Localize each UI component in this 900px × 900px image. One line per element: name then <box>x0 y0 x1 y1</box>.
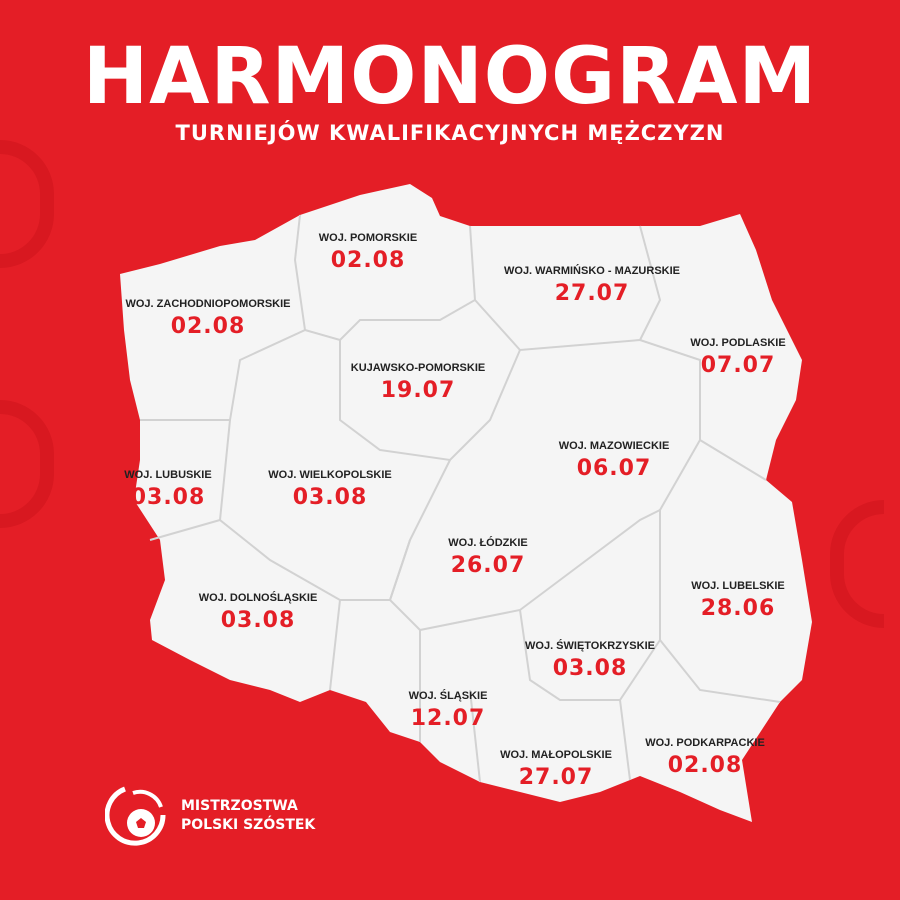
region-podlaskie: WOJ. PODLASKIE 07.07 <box>690 337 785 378</box>
region-name: WOJ. PODLASKIE <box>690 337 786 349</box>
region-date: 28.06 <box>700 596 776 621</box>
region-date: 06.07 <box>576 456 652 481</box>
region-warminsko-mazurskie: WOJ. WARMIŃSKO - MAZURSKIE 27.07 <box>504 265 680 306</box>
region-name: WOJ. WARMIŃSKO - MAZURSKIE <box>504 265 680 277</box>
region-date: 07.07 <box>700 353 776 378</box>
region-lodzkie: WOJ. ŁÓDZKIE 26.07 <box>448 537 527 578</box>
region-date: 02.08 <box>667 753 743 778</box>
region-date: 03.08 <box>130 485 206 510</box>
region-mazowieckie: WOJ. MAZOWIECKIE 06.07 <box>559 440 670 481</box>
region-name: WOJ. LUBELSKIE <box>691 580 785 592</box>
region-name: WOJ. PODKARPACKIE <box>645 737 765 749</box>
region-date: 26.07 <box>450 553 526 578</box>
region-date: 03.08 <box>552 656 628 681</box>
logo: MISTRZOSTWA POLSKI SZÓSTEK <box>105 785 315 847</box>
region-lubuskie: WOJ. LUBUSKIE 03.08 <box>124 469 211 510</box>
region-name: WOJ. ZACHODNIOPOMORSKIE <box>125 298 291 310</box>
region-date: 03.08 <box>292 485 368 510</box>
logo-line-1: MISTRZOSTWA <box>181 798 298 814</box>
region-date: 19.07 <box>380 378 456 403</box>
soccer-ball-swirl-icon <box>105 786 166 846</box>
region-name: WOJ. LUBUSKIE <box>124 469 212 481</box>
region-name: WOJ. POMORSKIE <box>318 232 418 244</box>
region-lubelskie: WOJ. LUBELSKIE 28.06 <box>691 580 785 621</box>
region-name: WOJ. WIELKOPOLSKIE <box>268 469 392 481</box>
page-subtitle: TURNIEJÓW KWALIFIKACYJNYCH MĘŻCZYZN <box>175 121 725 145</box>
region-date: 12.07 <box>410 706 486 731</box>
region-name: KUJAWSKO-POMORSKIE <box>350 362 486 374</box>
region-name: WOJ. ŁÓDZKIE <box>448 537 528 549</box>
region-zachodniopomorskie: WOJ. ZACHODNIOPOMORSKIE 02.08 <box>125 298 290 339</box>
region-date: 27.07 <box>518 765 594 790</box>
region-name: WOJ. DOLNOŚLĄSKIE <box>198 592 318 604</box>
region-malopolskie: WOJ. MAŁOPOLSKIE 27.07 <box>500 749 612 790</box>
region-name: WOJ. MAZOWIECKIE <box>558 440 670 452</box>
region-date: 02.08 <box>330 248 406 273</box>
region-name: WOJ. MAŁOPOLSKIE <box>500 749 612 761</box>
region-kujawsko-pomorskie: KUJAWSKO-POMORSKIE 19.07 <box>351 362 485 403</box>
region-date: 03.08 <box>220 608 296 633</box>
logo-line-2: POLSKI SZÓSTEK <box>181 817 316 833</box>
page-title: HARMONOGRAM <box>82 32 818 122</box>
region-name: WOJ. ŚLĄSKIE <box>408 690 488 702</box>
region-dolnoslaskie: WOJ. DOLNOŚLĄSKIE 03.08 <box>199 592 318 633</box>
region-borders <box>140 214 781 783</box>
poland-outline <box>120 184 812 822</box>
region-date: 27.07 <box>554 281 630 306</box>
region-wielkopolskie: WOJ. WIELKOPOLSKIE 03.08 <box>268 469 391 510</box>
region-date: 02.08 <box>170 314 246 339</box>
region-pomorskie: WOJ. POMORSKIE 02.08 <box>319 232 417 273</box>
region-name: WOJ. ŚWIĘTOKRZYSKIE <box>525 640 655 652</box>
region-slaskie: WOJ. ŚLĄSKIE 12.07 <box>409 690 488 731</box>
region-podkarpackie: WOJ. PODKARPACKIE 02.08 <box>645 737 765 778</box>
region-swietokrzyskie: WOJ. ŚWIĘTOKRZYSKIE 03.08 <box>525 640 655 681</box>
